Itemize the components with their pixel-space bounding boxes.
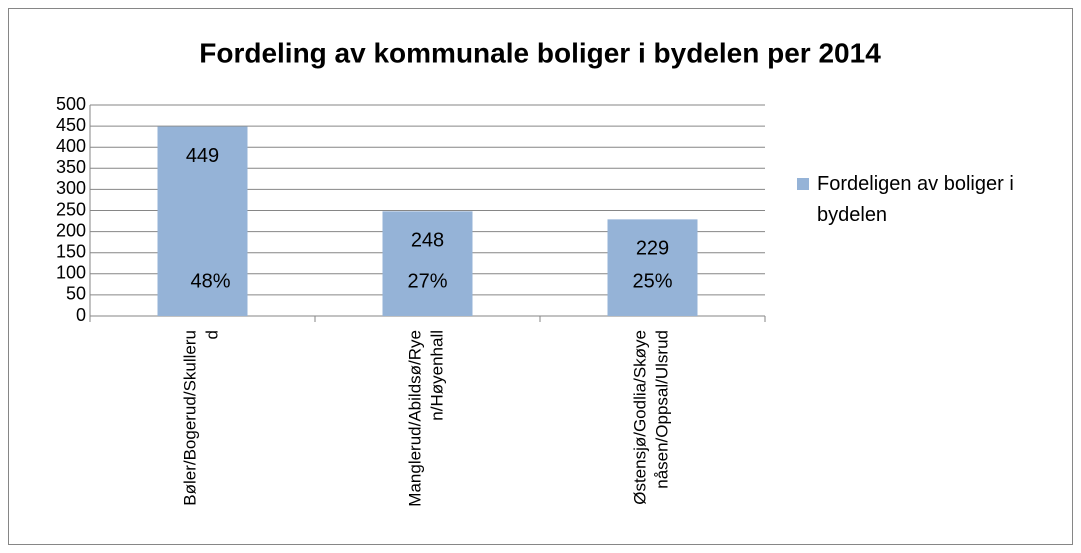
y-tick-label: 300 [56, 178, 86, 198]
y-tick-label: 150 [56, 241, 86, 261]
bar [382, 211, 473, 316]
y-tick-label: 400 [56, 136, 86, 156]
legend-swatch [797, 178, 809, 190]
chart-title: Fordeling av kommunale boliger i bydelen… [199, 37, 881, 68]
bar [157, 126, 248, 316]
x-tick-label: Bøler/Bogerud/Skulleru d [181, 330, 222, 506]
value-label: 248 [411, 230, 444, 252]
y-tick-label: 250 [56, 199, 86, 219]
x-tick-label: Østensjø/Godlia/Skøye nåsen/Oppsal/Ulsrud [631, 330, 672, 505]
y-tick-label: 100 [56, 263, 86, 283]
y-tick-label: 50 [66, 284, 86, 304]
legend-label: Fordeligen av boliger i bydelen [817, 173, 1019, 226]
y-tick-label: 200 [56, 220, 86, 240]
y-tick-label: 0 [76, 305, 86, 325]
y-tick-label: 500 [56, 94, 86, 114]
percentage-label: 48% [190, 270, 230, 292]
percentage-label: 27% [407, 270, 447, 292]
value-label: 449 [186, 145, 219, 167]
x-tick-label: Manglerud/Abildsø/Rye n/Høyenhall [406, 330, 447, 507]
bar [607, 219, 698, 316]
y-tick-label: 350 [56, 157, 86, 177]
y-tick-label: 450 [56, 115, 86, 135]
value-label: 229 [636, 238, 669, 260]
percentage-label: 25% [632, 270, 672, 292]
